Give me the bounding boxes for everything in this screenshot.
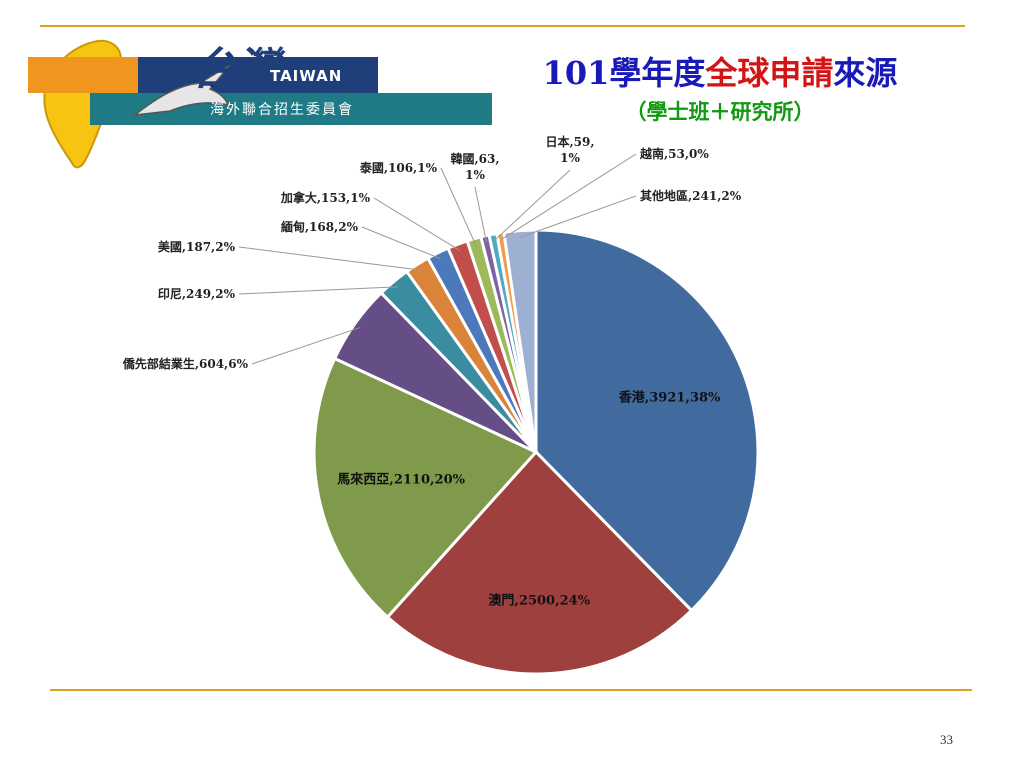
slice-2-label: 馬來西亞,2110,20%	[337, 472, 465, 488]
slice-0	[534, 228, 760, 613]
logo-big-text: 台灣	[192, 44, 280, 95]
slice-1-label: 澳門,2500,24%	[488, 593, 590, 609]
slice-5-label: 美國,187,2%	[158, 239, 236, 254]
slice-6-label: 緬甸,168,2%	[281, 219, 359, 234]
page-subtitle: （學士班＋研究所）	[625, 99, 815, 124]
slice-11-label: 越南,53,0%	[639, 146, 709, 161]
slice-1	[385, 449, 694, 676]
slice-2	[312, 356, 539, 620]
pie-slices	[312, 228, 760, 676]
slice-6-leader	[361, 226, 441, 260]
slice-10-label: 日本,59, 1%	[545, 134, 594, 165]
slice-labels: 香港,3921,38% 澳門,2500,24% 馬來西亞,2110,20% 僑先部結業…	[122, 134, 742, 609]
slice-4-label: 印尼,249,2%	[158, 287, 236, 301]
slice-3-label: 僑先部結業生,604,6%	[122, 356, 249, 371]
slice-3-leader	[251, 326, 361, 365]
slice-5-leader	[238, 246, 421, 271]
slice-12-leader	[520, 195, 637, 238]
page-title: 101學年度全球申請來源	[440, 48, 1000, 94]
title-part-global: 全球申請	[705, 54, 834, 92]
slice-8-label: 泰國,106,1%	[359, 160, 438, 175]
logo-english-text: TAIWAN	[270, 67, 343, 85]
logo-navy-bar	[138, 57, 378, 93]
logo-orange-bar	[28, 57, 138, 93]
slice-0-label: 香港,3921,38%	[618, 389, 721, 405]
slice-11-leader	[501, 153, 637, 240]
title-part-year: 101學年度	[542, 54, 706, 92]
slice-9-leader	[474, 186, 487, 243]
slice-8-leader	[440, 167, 477, 246]
logo-chinese-text: 海外聯合招生委員會	[210, 102, 354, 118]
top-rule	[40, 25, 965, 27]
title-part-source: 來源	[833, 54, 898, 92]
bird-icon	[132, 64, 231, 117]
slice-7-label: 加拿大,153,1%	[280, 190, 371, 205]
slice-4-leader	[238, 286, 398, 295]
page-number: 33	[940, 732, 953, 747]
slice-9-label: 韓國,63, 1%	[450, 151, 499, 182]
bottom-rule	[50, 689, 972, 691]
slice-10-leader	[493, 169, 571, 242]
leader-lines	[238, 153, 637, 365]
logo: 台灣 TAIWAN 海外聯合招生委員會	[20, 35, 500, 175]
slice-12-label: 其他地區,241,2%	[640, 188, 742, 203]
slice-7-leader	[373, 197, 461, 251]
